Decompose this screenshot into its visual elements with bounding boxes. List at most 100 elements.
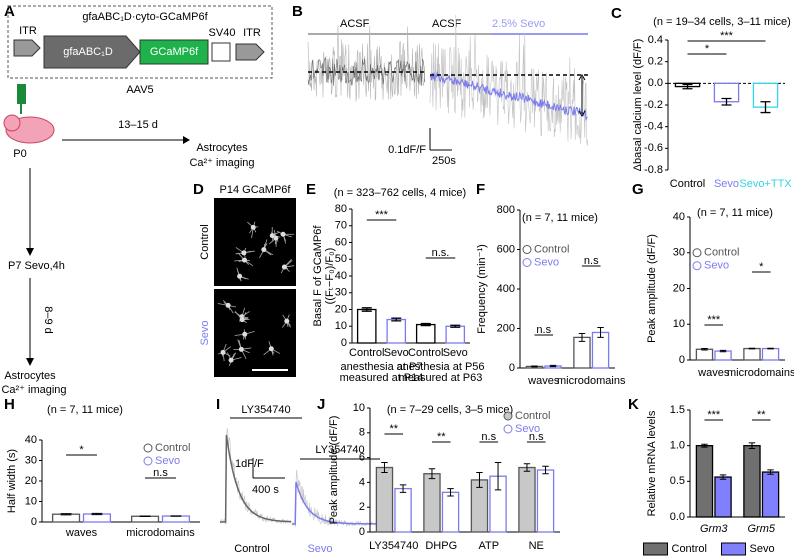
arrowhead xyxy=(26,248,34,256)
y-tick-label: 10 xyxy=(335,320,347,332)
x-tick-label: waves xyxy=(65,527,98,539)
y-tick-label: 50 xyxy=(335,253,347,265)
y-tick-label: 0 xyxy=(341,337,347,349)
x-tick-label: Sevo xyxy=(384,347,409,359)
error-bar xyxy=(549,364,557,368)
bar xyxy=(82,513,112,523)
y-axis-label: Basal F of GCaMP6f xyxy=(312,225,324,327)
y-tick-label: 0.5 xyxy=(670,475,685,487)
construct: gfaABC₁D·cyto-GCaMP6f xyxy=(82,11,208,23)
cell xyxy=(261,247,267,253)
error-bar xyxy=(760,101,771,114)
y-tick-label: 0 xyxy=(359,526,365,538)
y-tick-label: -0.2 xyxy=(644,99,663,111)
x-tick-label: Grm3 xyxy=(700,523,728,535)
y-axis-label: ((Fₜ−F₀)/F₀) xyxy=(324,248,336,305)
legend-label: Control xyxy=(515,410,550,422)
cell xyxy=(242,331,248,337)
micrograph xyxy=(214,289,296,377)
chart-title: (n = 7, 11 mice) xyxy=(697,207,773,219)
error-bar xyxy=(399,484,407,493)
legend-label: Control xyxy=(672,543,707,555)
panel-letter: D xyxy=(193,181,204,198)
significance: n.s xyxy=(529,431,544,443)
bar xyxy=(130,515,160,523)
legend-label: Sevo xyxy=(515,423,540,435)
y-tick-label: 1.5 xyxy=(670,404,685,416)
significance: n.s xyxy=(481,431,496,443)
scale-label: 1dF/F xyxy=(235,458,264,470)
y-tick-label: 400 xyxy=(497,283,515,295)
y-tick-label: 2 xyxy=(359,501,365,513)
y-tick-label: 30 xyxy=(673,247,685,259)
trace xyxy=(219,428,292,525)
gene xyxy=(139,39,209,65)
error-bar xyxy=(361,307,372,312)
x-tick-label: Grm5 xyxy=(748,523,776,535)
significance: ** xyxy=(389,423,398,435)
outcome: Ca²⁺ imaging xyxy=(1,384,66,396)
significance: *** xyxy=(707,314,721,326)
trace-label: Control xyxy=(234,543,269,555)
y-tick-label: 0.0 xyxy=(648,77,663,89)
interval: 8–9 d xyxy=(42,306,54,334)
legend-swatch xyxy=(643,542,668,556)
y-tick-label: 0 xyxy=(31,516,37,528)
cell xyxy=(269,233,275,239)
x-tick-label: Control xyxy=(349,347,384,359)
y-tick-label: 20 xyxy=(335,303,347,315)
trace xyxy=(220,434,292,523)
panel-a: A gfaABC₁D·cyto-GCaMP6f ITR gfaABC₁D GCa… xyxy=(1,3,273,396)
bar xyxy=(445,325,466,344)
error-bar xyxy=(721,97,732,106)
bar xyxy=(441,491,460,533)
legend-label: Sevo xyxy=(704,260,729,272)
x-tick-label: Sevo+TTX xyxy=(739,178,792,190)
panel-b: B ACSF ACSF 2.5% Sevo 0.1dF/F 250s xyxy=(292,3,589,167)
legend-marker xyxy=(503,411,513,421)
significance: * xyxy=(79,444,84,456)
y-tick-label: 1.0 xyxy=(670,440,685,452)
legend-marker xyxy=(522,245,532,254)
y-tick-label: 40 xyxy=(25,434,37,446)
promoter-label: gfaABC₁D xyxy=(63,46,113,58)
bar xyxy=(743,445,761,518)
cell xyxy=(239,317,245,323)
x-tick-label: ATP xyxy=(478,540,499,552)
significance: * xyxy=(705,43,710,55)
cell xyxy=(281,264,287,270)
x-tick-label: Control xyxy=(408,347,443,359)
chart-title: (n = 7–29 cells, 3–5 mice) xyxy=(387,404,513,416)
bar xyxy=(161,515,191,523)
y-tick-label: 600 xyxy=(497,243,515,255)
syringe xyxy=(17,84,26,104)
significance: n.s xyxy=(536,324,551,336)
condition: 2.5% Sevo xyxy=(492,18,545,30)
bar xyxy=(423,473,441,533)
error-bar xyxy=(597,327,604,338)
error-bar xyxy=(578,332,586,342)
error-bar xyxy=(748,442,756,450)
chart-title: (n = 323–762 cells, 4 mice) xyxy=(334,187,466,199)
scale-label: 400 s xyxy=(252,484,279,496)
row-label: Control xyxy=(199,224,211,259)
x-tick-label: waves xyxy=(527,375,560,387)
error-bar xyxy=(748,347,756,350)
scale-label: 0.1dF/F xyxy=(388,144,426,156)
panel-letter: A xyxy=(4,3,15,20)
panel-letter: C xyxy=(611,5,622,22)
cell xyxy=(268,346,274,352)
y-tick-label: -0.8 xyxy=(644,164,663,176)
y-axis-label: Peak amplitude (dF/F) xyxy=(646,234,658,343)
group-label: measured at P14 xyxy=(340,372,424,384)
error-bar xyxy=(450,324,461,328)
bar xyxy=(761,471,780,518)
bar xyxy=(415,323,436,344)
cell xyxy=(273,235,279,241)
outcome: Astrocytes xyxy=(196,142,248,154)
pup-head xyxy=(3,114,21,132)
y-tick-label: 10 xyxy=(25,495,37,507)
panel-letter: E xyxy=(306,181,316,198)
drug: LY354740 xyxy=(241,404,290,416)
error-bar xyxy=(682,83,693,90)
